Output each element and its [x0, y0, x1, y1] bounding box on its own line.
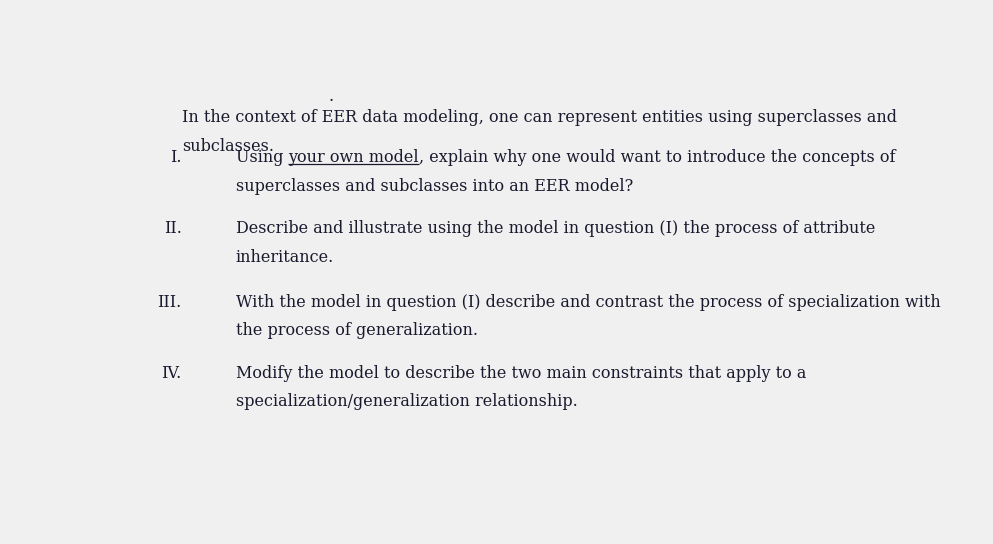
Text: Using: Using [235, 149, 288, 166]
Text: specialization/generalization relationship.: specialization/generalization relationsh… [235, 393, 578, 410]
Text: the process of generalization.: the process of generalization. [235, 322, 478, 339]
Text: In the context of EER data modeling, one can represent entities using superclass: In the context of EER data modeling, one… [182, 109, 897, 126]
Text: your own model: your own model [288, 149, 419, 166]
Text: I.: I. [171, 149, 182, 166]
Text: With the model in question (I) describe and contrast the process of specializati: With the model in question (I) describe … [235, 294, 940, 311]
Text: II.: II. [164, 220, 182, 237]
Text: , explain why one would want to introduce the concepts of: , explain why one would want to introduc… [419, 149, 896, 166]
Text: subclasses.: subclasses. [182, 138, 274, 154]
Text: inheritance.: inheritance. [235, 249, 334, 266]
Text: superclasses and subclasses into an EER model?: superclasses and subclasses into an EER … [235, 177, 633, 195]
Text: III.: III. [158, 294, 182, 311]
Text: .: . [328, 88, 334, 106]
Text: IV.: IV. [162, 365, 182, 382]
Text: Modify the model to describe the two main constraints that apply to a: Modify the model to describe the two mai… [235, 365, 806, 382]
Text: Describe and illustrate using the model in question (I) the process of attribute: Describe and illustrate using the model … [235, 220, 875, 237]
